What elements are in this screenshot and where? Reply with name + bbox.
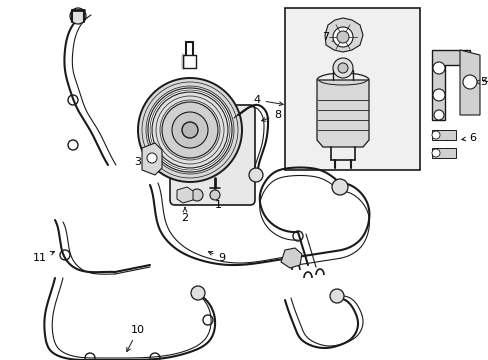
Circle shape bbox=[147, 153, 157, 163]
Polygon shape bbox=[431, 148, 455, 158]
Circle shape bbox=[209, 190, 220, 200]
Circle shape bbox=[248, 168, 263, 182]
Polygon shape bbox=[177, 187, 193, 203]
Text: 9: 9 bbox=[208, 252, 225, 263]
Text: 2: 2 bbox=[181, 207, 188, 223]
Circle shape bbox=[182, 122, 198, 138]
Circle shape bbox=[337, 63, 347, 73]
Circle shape bbox=[191, 286, 204, 300]
Circle shape bbox=[331, 179, 347, 195]
Circle shape bbox=[432, 62, 444, 74]
Polygon shape bbox=[431, 130, 455, 140]
FancyBboxPatch shape bbox=[170, 105, 254, 205]
Polygon shape bbox=[325, 18, 362, 52]
Circle shape bbox=[138, 78, 242, 182]
Circle shape bbox=[148, 88, 231, 172]
Circle shape bbox=[433, 110, 443, 120]
Circle shape bbox=[432, 89, 444, 101]
Text: 3: 3 bbox=[134, 157, 148, 167]
Polygon shape bbox=[431, 50, 469, 120]
Text: 7: 7 bbox=[322, 32, 336, 42]
Circle shape bbox=[70, 8, 86, 24]
Circle shape bbox=[152, 92, 227, 168]
Bar bbox=[285, 8, 419, 170]
Text: 8: 8 bbox=[261, 110, 281, 121]
Circle shape bbox=[332, 58, 352, 78]
Text: 4: 4 bbox=[253, 95, 283, 105]
Polygon shape bbox=[316, 80, 368, 147]
Text: 1: 1 bbox=[214, 194, 221, 210]
Circle shape bbox=[191, 189, 203, 201]
Text: 5: 5 bbox=[474, 77, 487, 87]
Text: 5: 5 bbox=[486, 73, 488, 83]
Text: 10: 10 bbox=[126, 325, 145, 352]
Circle shape bbox=[431, 149, 439, 157]
Circle shape bbox=[162, 102, 218, 158]
Circle shape bbox=[332, 27, 352, 47]
Polygon shape bbox=[281, 248, 302, 268]
Circle shape bbox=[329, 289, 343, 303]
Circle shape bbox=[336, 31, 348, 43]
Circle shape bbox=[172, 112, 207, 148]
Text: 11: 11 bbox=[33, 251, 54, 263]
Text: 5: 5 bbox=[482, 73, 488, 83]
Circle shape bbox=[462, 75, 476, 89]
Circle shape bbox=[431, 131, 439, 139]
Text: 6: 6 bbox=[461, 133, 475, 143]
Polygon shape bbox=[142, 143, 162, 175]
Polygon shape bbox=[459, 50, 479, 115]
